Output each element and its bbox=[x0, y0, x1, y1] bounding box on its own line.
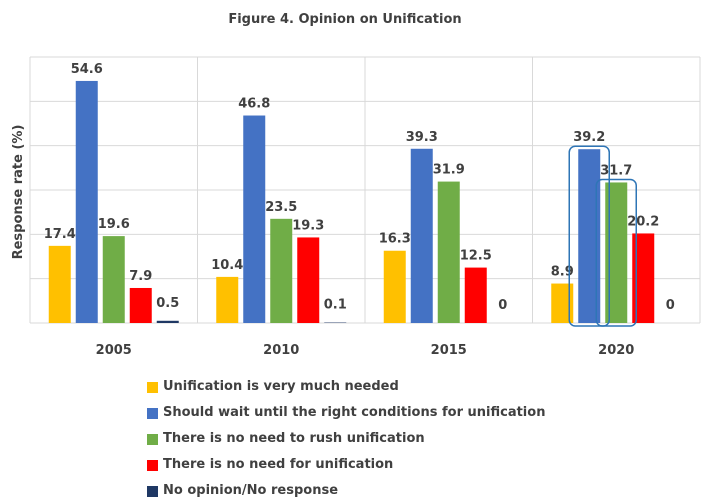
data-label: 54.6 bbox=[71, 62, 103, 77]
data-label: 17.4 bbox=[44, 227, 76, 242]
data-label: 39.3 bbox=[406, 130, 438, 145]
data-label: 39.2 bbox=[573, 130, 605, 145]
data-label: 7.9 bbox=[129, 269, 152, 284]
bar bbox=[76, 81, 98, 323]
data-label: 46.8 bbox=[238, 97, 270, 112]
bar bbox=[216, 277, 238, 323]
bar bbox=[384, 251, 406, 323]
data-label: 31.9 bbox=[433, 163, 465, 178]
bar bbox=[465, 268, 487, 323]
legend-swatch bbox=[147, 408, 158, 419]
data-label: 0 bbox=[666, 298, 675, 313]
bar bbox=[270, 219, 292, 323]
bars bbox=[49, 81, 655, 323]
bar bbox=[411, 149, 433, 323]
data-label: 19.6 bbox=[98, 217, 130, 232]
x-tick-label: 2015 bbox=[431, 343, 467, 358]
x-tick-labels: 2005 2010 2015 2020 bbox=[96, 343, 635, 358]
data-label: 8.9 bbox=[551, 265, 574, 280]
legend-label: There is no need for unification bbox=[163, 452, 393, 478]
data-label: 31.7 bbox=[600, 163, 632, 178]
bar bbox=[103, 236, 125, 323]
legend-swatch bbox=[147, 382, 158, 393]
legend-label: There is no need to rush unification bbox=[163, 426, 425, 452]
x-tick-label: 2010 bbox=[263, 343, 299, 358]
data-label: 10.4 bbox=[211, 258, 243, 273]
data-label: 23.5 bbox=[265, 200, 297, 215]
data-label: 0.5 bbox=[156, 296, 179, 311]
data-label: 12.5 bbox=[460, 249, 492, 264]
data-label: 19.3 bbox=[292, 218, 324, 233]
chart-title: Figure 4. Opinion on Unification bbox=[228, 12, 461, 27]
bar bbox=[243, 116, 265, 323]
x-tick-label: 2020 bbox=[598, 343, 634, 358]
data-label: 20.2 bbox=[627, 214, 659, 229]
legend-label: No opinion/No response bbox=[163, 478, 338, 504]
legend-swatch bbox=[147, 460, 158, 471]
bar bbox=[130, 288, 152, 323]
legend-label: Unification is very much needed bbox=[163, 374, 399, 400]
data-label: 16.3 bbox=[379, 232, 411, 247]
bar bbox=[157, 321, 179, 323]
legend-label: Should wait until the right conditions f… bbox=[163, 400, 545, 426]
y-axis-label: Response rate (%) bbox=[11, 125, 26, 260]
bar bbox=[297, 237, 319, 323]
bar bbox=[438, 182, 460, 323]
data-label: 0 bbox=[498, 298, 507, 313]
bar bbox=[49, 246, 71, 323]
x-tick-label: 2005 bbox=[96, 343, 132, 358]
legend-swatch bbox=[147, 486, 158, 497]
data-label: 0.1 bbox=[324, 298, 347, 313]
legend-swatch bbox=[147, 434, 158, 445]
